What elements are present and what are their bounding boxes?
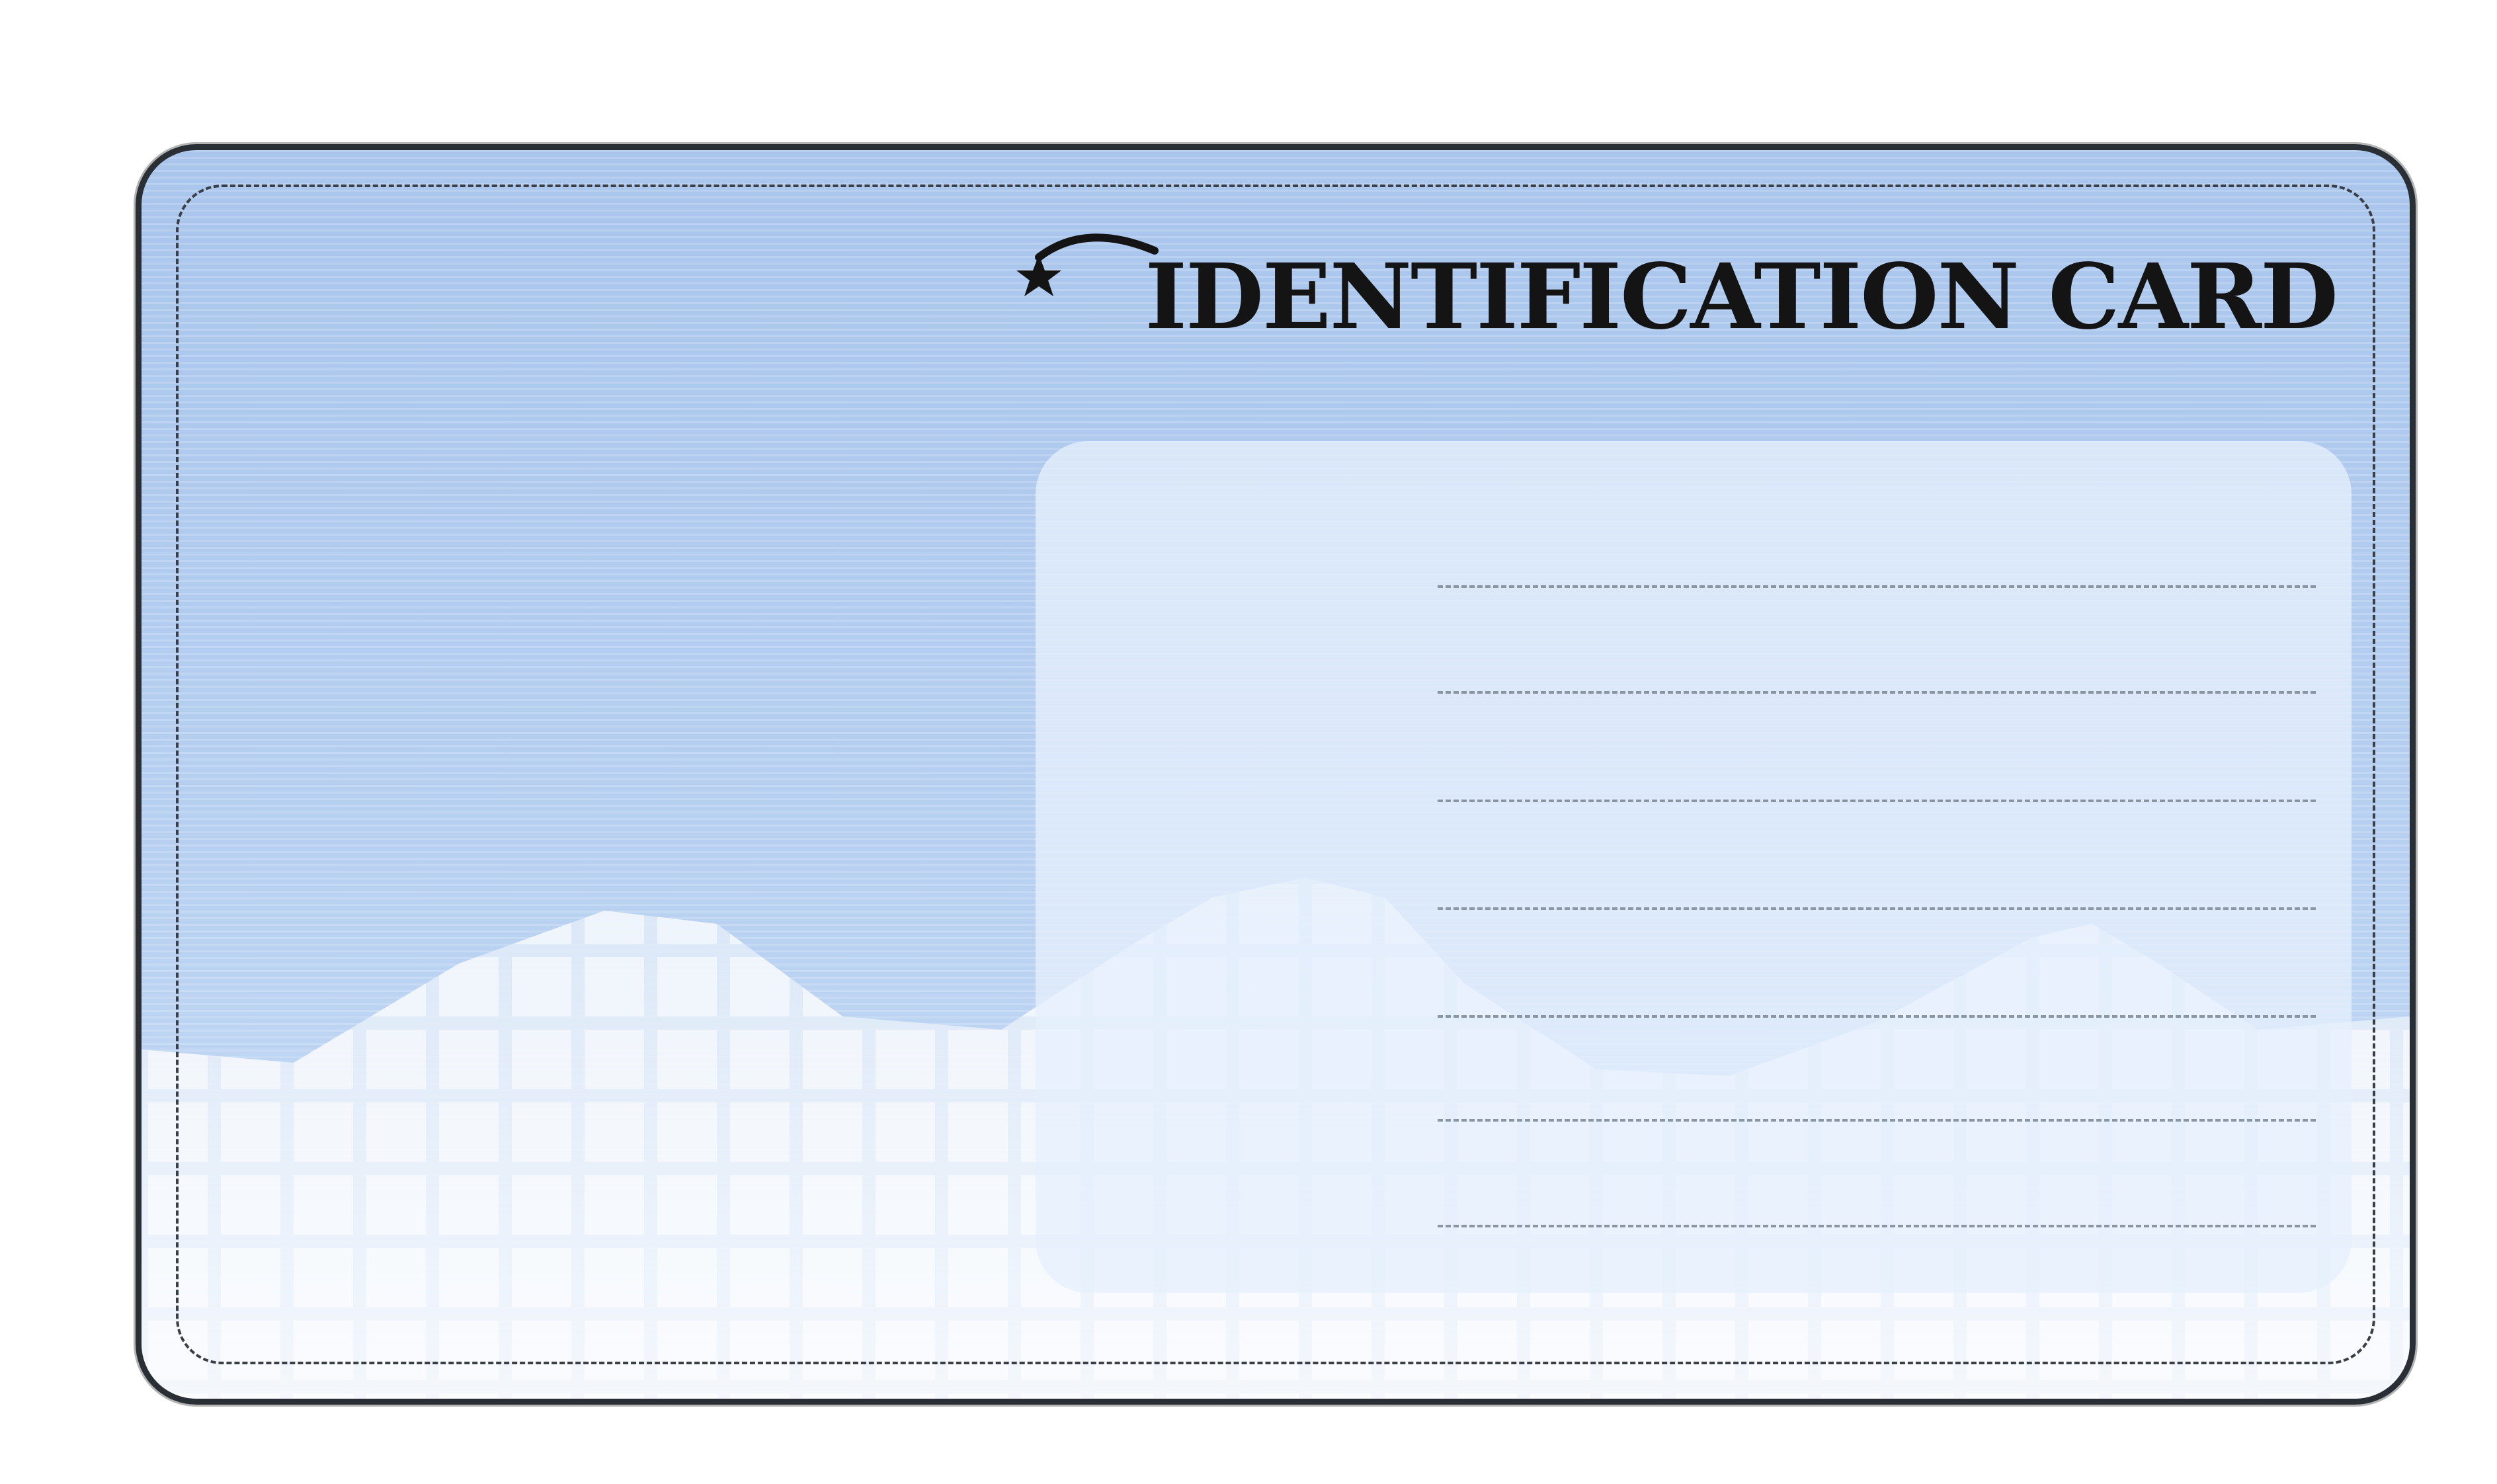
field-line-3[interactable]	[1438, 800, 2316, 802]
field-line-5[interactable]	[1438, 1015, 2316, 1018]
field-line-4[interactable]	[1438, 907, 2316, 910]
id-card: IDENTIFICATION CARD	[136, 144, 2416, 1405]
field-line-2[interactable]	[1438, 691, 2316, 694]
card-title: IDENTIFICATION CARD	[1145, 244, 2338, 350]
shooting-star-icon	[1016, 233, 1159, 296]
info-panel	[1036, 441, 2352, 1293]
card-header: IDENTIFICATION CARD	[1012, 216, 2338, 350]
field-line-6[interactable]	[1438, 1119, 2316, 1122]
field-line-7[interactable]	[1438, 1225, 2316, 1227]
field-line-1[interactable]	[1438, 585, 2316, 588]
